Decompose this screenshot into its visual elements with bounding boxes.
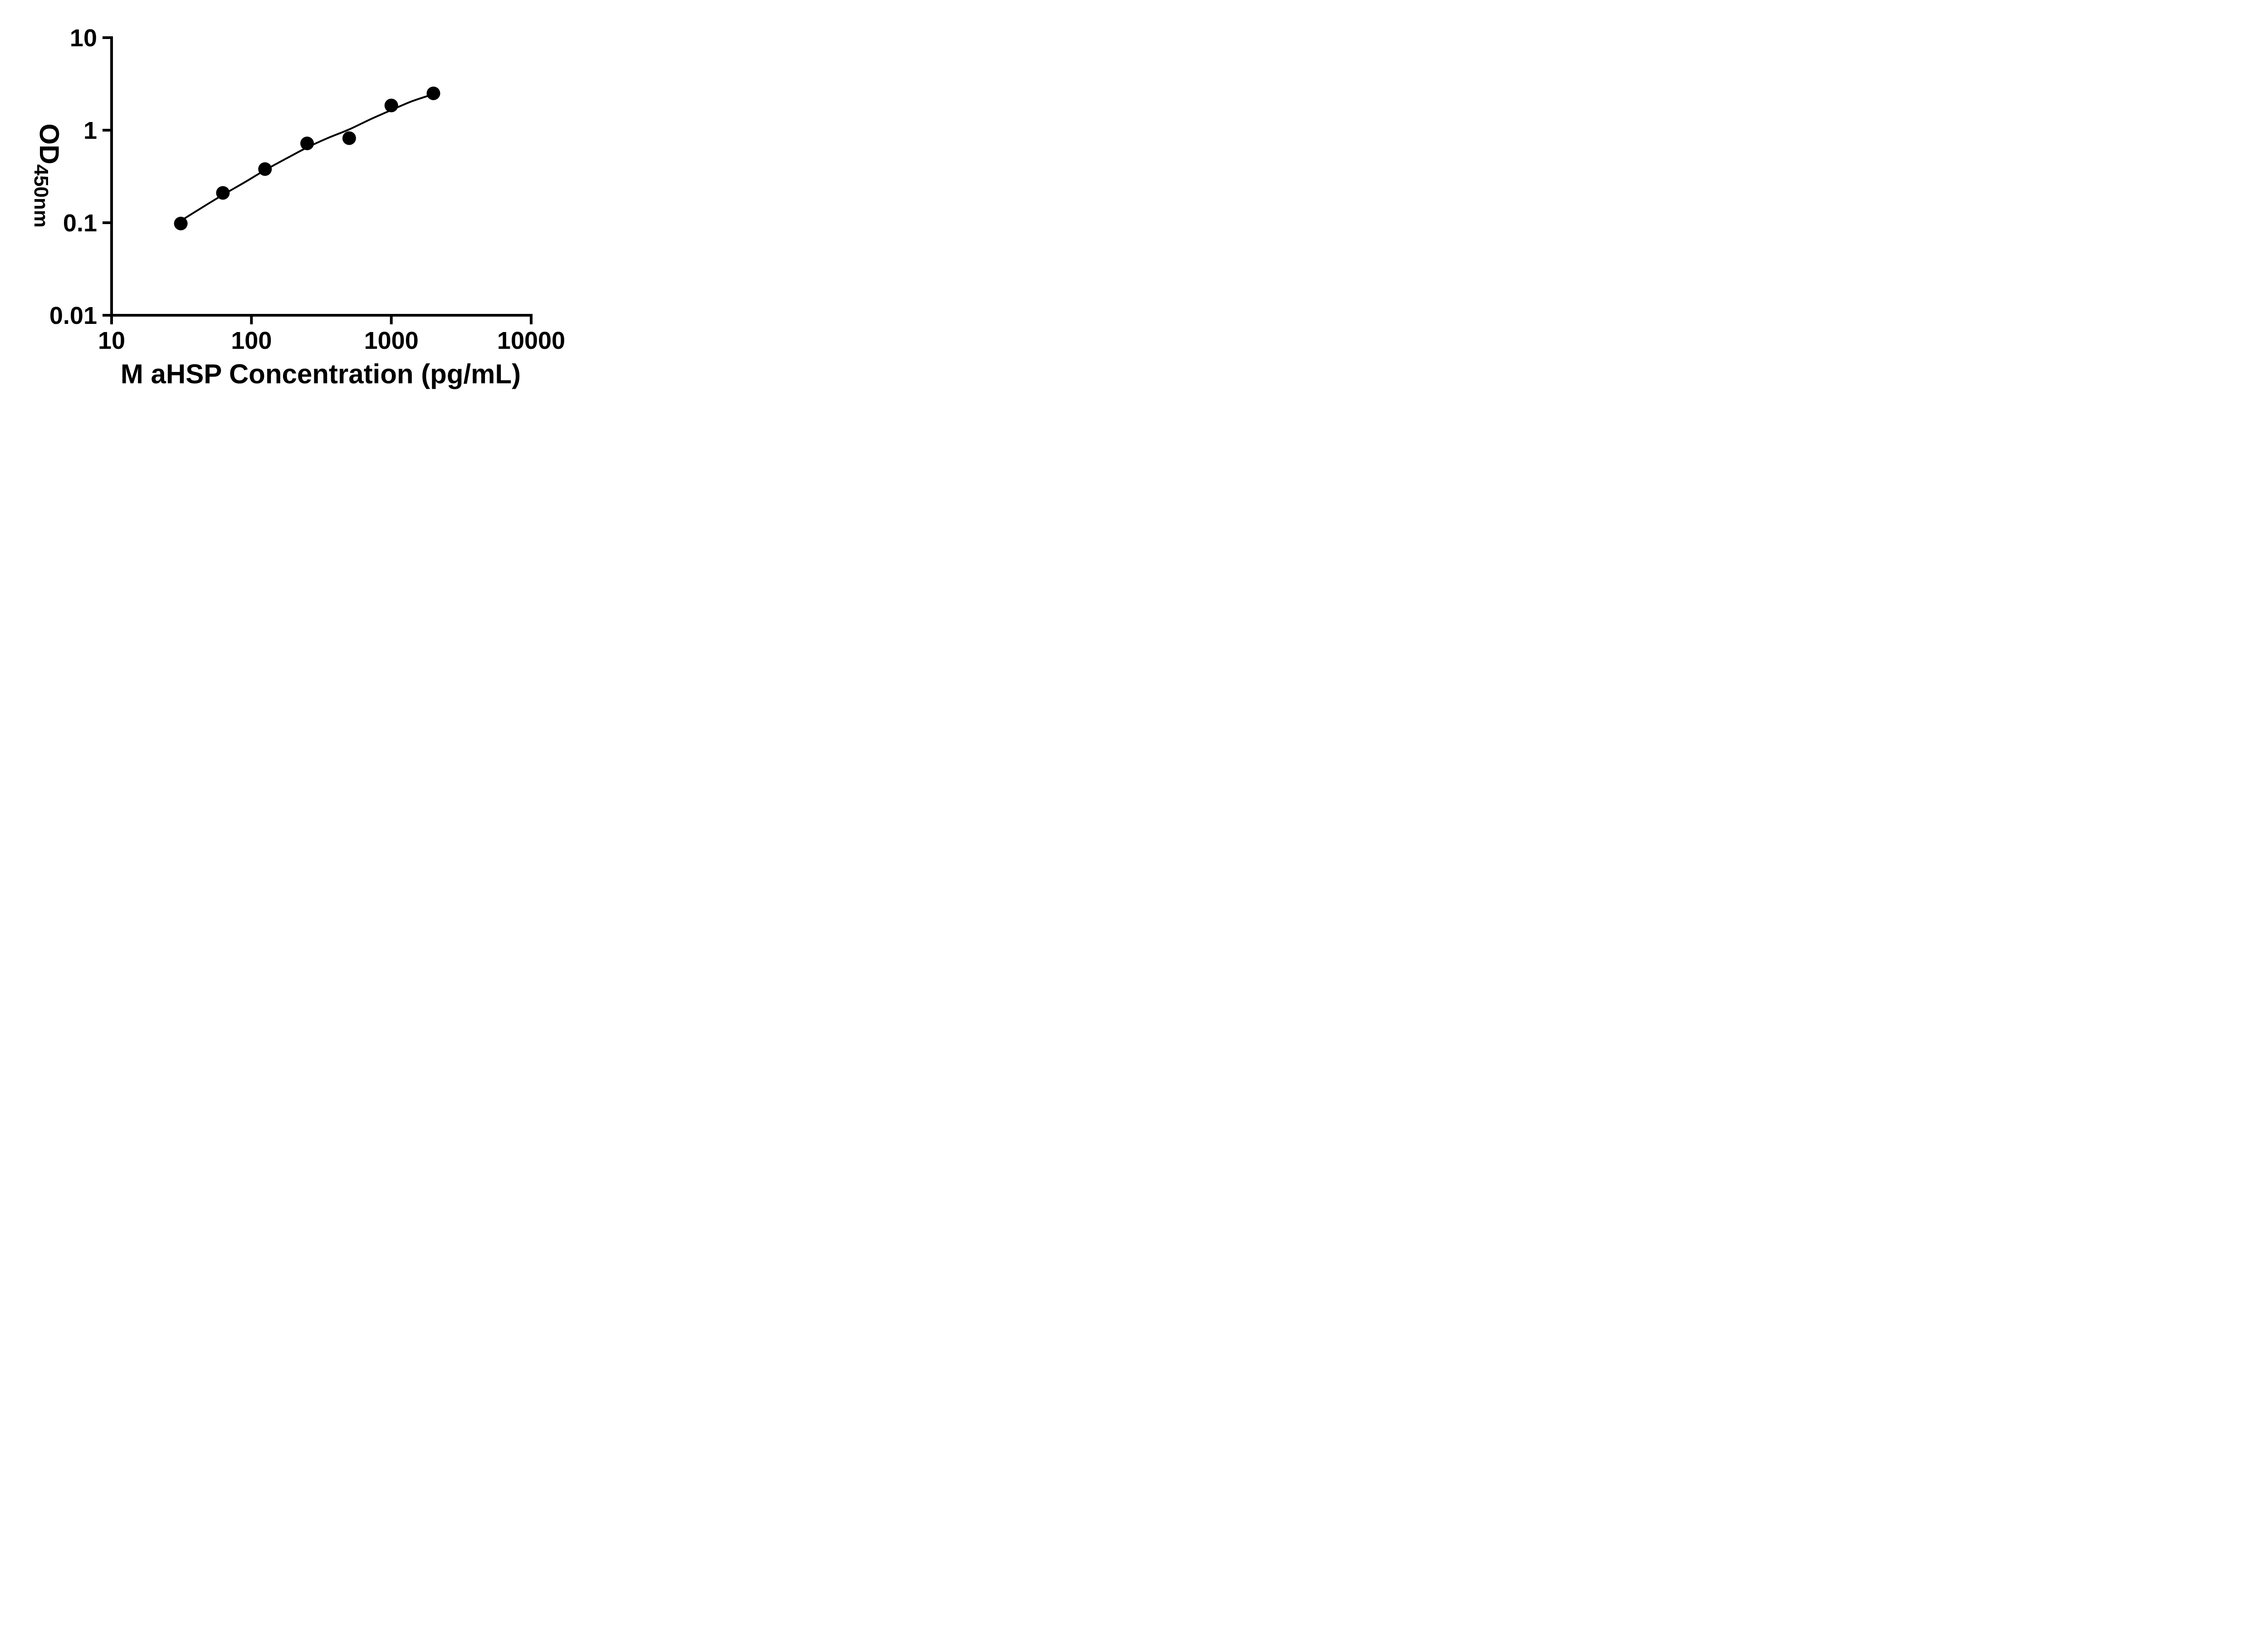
y-tick-label: 0.01 xyxy=(49,302,97,329)
data-point xyxy=(216,186,230,200)
axes-layer: 10 100 1000 10000 0.01 0.1 1 10 xyxy=(49,24,565,354)
data-point xyxy=(300,137,314,151)
x-tick-label: 10 xyxy=(98,327,125,354)
series-layer xyxy=(174,86,440,230)
y-axis-title-main: OD xyxy=(34,123,64,164)
elisa-standard-curve-figure: 10 100 1000 10000 0.01 0.1 1 10 M aHSP Concentr… xyxy=(0,0,583,408)
standard-curve-chart: 10 100 1000 10000 0.01 0.1 1 10 M aHSP Concentr… xyxy=(30,24,565,389)
y-tick-label: 1 xyxy=(83,117,97,144)
fit-curve xyxy=(180,93,435,222)
data-point xyxy=(384,98,398,112)
data-point xyxy=(174,216,188,230)
data-point xyxy=(258,162,272,176)
x-tick-label: 100 xyxy=(231,327,272,354)
data-point xyxy=(342,131,356,145)
y-axis-title-subscript: 450nm xyxy=(30,164,52,227)
data-point xyxy=(426,86,440,100)
y-tick-label: 10 xyxy=(70,24,97,52)
x-tick-label: 10000 xyxy=(497,327,565,354)
y-axis-title: OD450nm xyxy=(30,123,64,227)
y-tick-label: 0.1 xyxy=(63,210,97,237)
x-tick-label: 1000 xyxy=(364,327,419,354)
x-axis-title: M aHSP Concentration (pg/mL) xyxy=(121,359,521,389)
